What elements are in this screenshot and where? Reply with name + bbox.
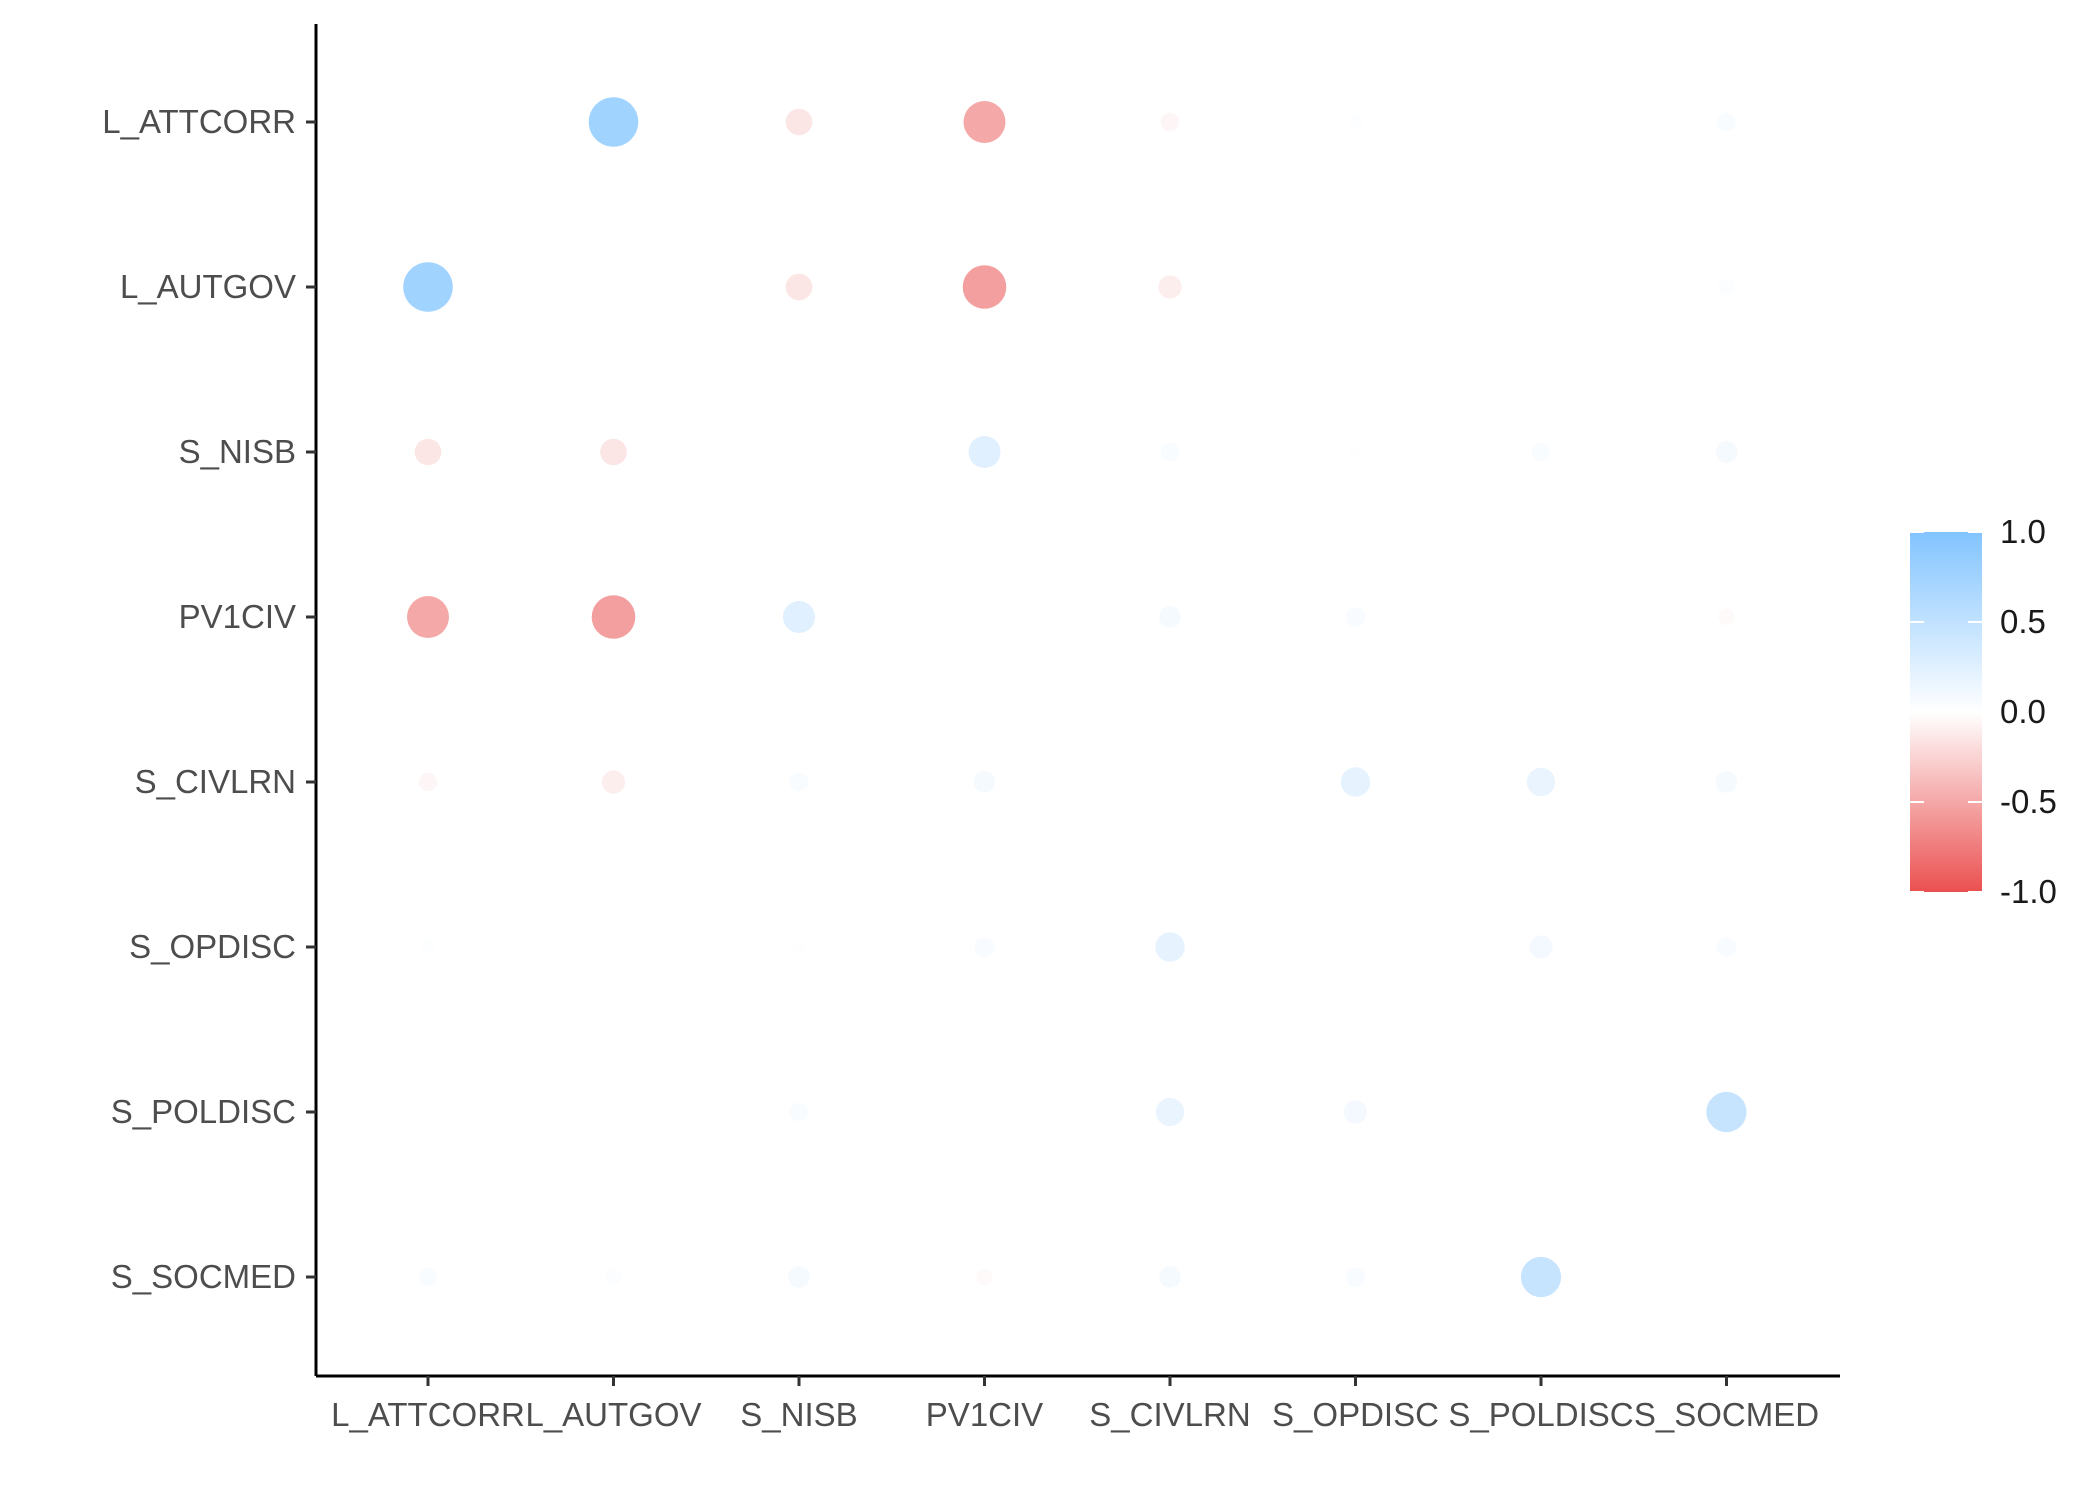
y-tick-label: PV1CIV [179, 598, 296, 635]
y-tick-label: S_CIVLRN [135, 763, 296, 800]
x-tick-label: S_POLDISC [1448, 1396, 1633, 1433]
x-tick-label: L_AUTGOV [525, 1396, 701, 1433]
correlation-point [968, 436, 1001, 468]
x-tick-label: S_OPDISC [1272, 1396, 1439, 1433]
correlation-point [1715, 441, 1738, 463]
correlation-point [783, 601, 815, 633]
correlation-point [976, 1268, 993, 1286]
y-tick-label: S_NISB [179, 433, 296, 470]
correlation-point [1526, 767, 1556, 797]
correlation-point [1520, 1256, 1562, 1298]
correlation-point [788, 1266, 810, 1288]
x-axis: L_ATTCORR L_AUTGOV S_NISB PV1CIV S_CIVLRN S_O… [331, 1376, 1819, 1433]
correlation-point [418, 1267, 438, 1287]
correlation-point [420, 939, 436, 955]
correlation-point [1345, 1267, 1366, 1287]
correlation-point [1718, 608, 1735, 626]
correlation-point [1345, 607, 1366, 627]
correlation-point [980, 1108, 989, 1116]
correlation-point [1531, 442, 1551, 462]
color-legend: 1.0 0.5 0.0 -0.5 -1.0 [1910, 513, 2057, 910]
correlation-point [1160, 442, 1180, 462]
legend-tick-label: 1.0 [2000, 513, 2046, 550]
correlation-point [1158, 275, 1182, 299]
correlation-point [1537, 283, 1545, 291]
legend-tick-label: -1.0 [2000, 873, 2057, 910]
x-tick-label: S_CIVLRN [1089, 1396, 1250, 1433]
legend-tick-label: 0.0 [2000, 693, 2046, 730]
correlation-point [1343, 1100, 1368, 1124]
correlation-point [1715, 771, 1738, 793]
correlation-point [601, 770, 626, 794]
legend-tick-label: -0.5 [2000, 783, 2057, 820]
correlation-point [1159, 606, 1181, 628]
correlation-point [1706, 1091, 1747, 1133]
correlation-point [1159, 1266, 1181, 1288]
correlation-point [1529, 935, 1553, 959]
correlation-point [1718, 278, 1735, 296]
correlation-point [418, 772, 438, 792]
y-tick-label: L_ATTCORR [102, 103, 296, 140]
correlation-point [1716, 937, 1737, 957]
correlation-point [973, 771, 996, 793]
correlation-point [1155, 1097, 1185, 1127]
correlation-point [1351, 283, 1360, 291]
correlation-point [1348, 114, 1363, 130]
x-tick-label: S_SOCMED [1634, 1396, 1819, 1433]
x-tick-label: PV1CIV [926, 1396, 1043, 1433]
correlation-point [785, 273, 813, 301]
y-tick-label: S_OPDISC [129, 928, 296, 965]
correlation-point [1155, 932, 1185, 962]
correlation-point [1349, 445, 1362, 459]
correlation-point [789, 772, 809, 792]
correlation-point [1340, 767, 1371, 797]
correlation-point [974, 937, 995, 957]
correlation-point [1537, 613, 1545, 621]
correlation-point [414, 438, 442, 466]
correlation-point [1537, 118, 1545, 126]
correlation-point [789, 1102, 809, 1122]
correlation-point [424, 1108, 432, 1116]
legend-tick-label: 0.5 [2000, 603, 2046, 640]
correlation-point [588, 97, 639, 147]
x-tick-label: S_NISB [740, 1396, 857, 1433]
correlation-point [962, 265, 1007, 309]
y-tick-label: L_AUTGOV [120, 268, 296, 305]
correlation-point [609, 1108, 618, 1116]
correlation-point [609, 943, 618, 951]
correlation-point [600, 438, 627, 466]
correlation-point [1160, 112, 1180, 132]
correlation-point [792, 940, 806, 954]
correlation-point [403, 262, 453, 312]
y-tick-label: S_POLDISC [111, 1093, 296, 1130]
correlation-point [963, 101, 1006, 143]
x-tick-label: L_ATTCORR [331, 1396, 525, 1433]
plot-points [403, 97, 1747, 1298]
correlation-point [591, 595, 636, 639]
y-axis: L_ATTCORR L_AUTGOV S_NISB PV1CIV S_CIVLRN S_O… [102, 103, 316, 1295]
correlation-point [785, 108, 813, 136]
y-tick-label: S_SOCMED [111, 1258, 296, 1295]
correlation-point [407, 596, 449, 638]
correlation-point [605, 1268, 622, 1286]
correlation-point [1717, 112, 1736, 132]
legend-ticks: 1.0 0.5 0.0 -0.5 -1.0 [1910, 513, 2057, 910]
